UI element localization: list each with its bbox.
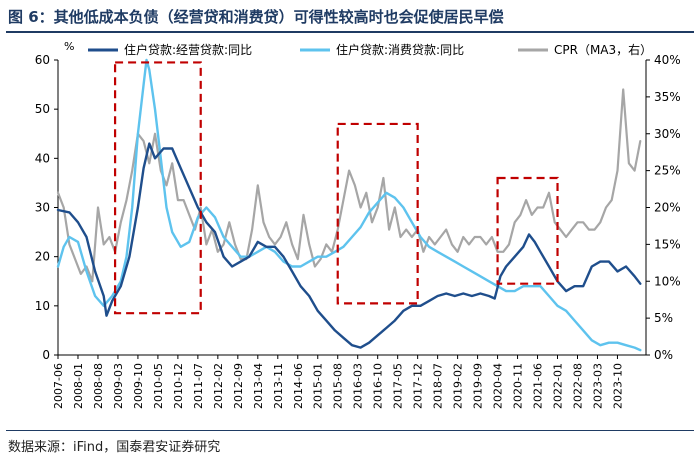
right-tick-label: 15% (654, 237, 681, 251)
x-tick-label: 2010-12 (172, 363, 185, 409)
x-tick-label: 2017-12 (412, 363, 425, 409)
left-tick-label: 60 (35, 53, 50, 67)
consumer-loan-yoy-line (56, 58, 642, 352)
x-tick-label: 2022-01 (552, 363, 565, 409)
right-tick-label: 30% (654, 127, 681, 141)
left-tick-label: 0 (42, 348, 50, 362)
x-tick-label: 2023-03 (591, 363, 604, 409)
x-tick-label: 2013-04 (252, 363, 265, 409)
x-tick-label: 2015-08 (332, 363, 345, 409)
right-tick-label: 5% (654, 311, 673, 325)
x-tick-label: 2023-10 (611, 363, 624, 409)
cpr-ma3-line (56, 88, 642, 283)
business-loan-yoy-line (56, 142, 642, 349)
highlight-box-1 (113, 61, 202, 315)
right-tick-label: 35% (654, 90, 681, 104)
right-tick-label: 40% (654, 53, 681, 67)
x-tick-label: 2012-02 (212, 363, 225, 409)
x-tick-label: 2017-05 (392, 363, 405, 409)
highlight-box-3 (496, 176, 559, 285)
right-tick-label: 20% (654, 201, 681, 215)
x-tick-label: 2019-02 (452, 363, 465, 409)
x-tick-label: 2009-10 (132, 363, 145, 409)
x-tick-label: 2016-10 (372, 363, 385, 409)
source-rule (6, 430, 694, 431)
x-tick-label: 2008-01 (72, 363, 85, 409)
legend-label: 住户贷款:消费贷款:同比 (336, 42, 464, 57)
x-tick-label: 2016-03 (352, 363, 365, 409)
legend-label: CPR（MA3，右） (554, 42, 652, 57)
x-tick-label: 2019-09 (472, 363, 485, 409)
right-tick-label: 25% (654, 164, 681, 178)
x-tick-label: 2012-09 (232, 363, 245, 409)
x-tick-label: 2018-07 (432, 363, 445, 409)
x-tick-label: 2020-04 (492, 363, 505, 409)
right-tick-label: 0% (654, 348, 673, 362)
right-tick-label: 10% (654, 274, 681, 288)
x-tick-label: 2015-01 (312, 363, 325, 409)
chart: 0 10 20 30 40 50 60% 0% 5% 10% 15% 20% 25% 30% 35% 40% 2… (35, 40, 681, 409)
title-rule (6, 31, 694, 33)
figure-title: 图 6：其他低成本负债（经营贷和消费贷）可得性较高时也会促使居民早偿 (8, 8, 504, 26)
data-source: 数据来源：iFind，国泰君安证券研究 (8, 440, 221, 455)
highlight-box-2 (336, 122, 419, 305)
left-tick-label: 50 (35, 102, 50, 116)
left-tick-label: 10 (35, 299, 50, 313)
left-tick-label: 40 (35, 151, 50, 165)
left-tick-label: 30 (35, 201, 50, 215)
x-tick-label: 2022-08 (571, 363, 584, 409)
legend-label: 住户贷款:经营贷款:同比 (124, 42, 252, 57)
x-tick-label: 2010-05 (152, 363, 165, 409)
x-tick-label: 2013-11 (272, 363, 285, 409)
x-tick-label: 2021-06 (532, 363, 545, 409)
x-tick-label: 2014-06 (292, 363, 305, 409)
x-tick-label: 2020-11 (512, 363, 525, 409)
left-axis-unit: % (64, 40, 74, 53)
x-tick-label: 2009-03 (112, 363, 125, 409)
x-tick-label: 2008-08 (92, 363, 105, 409)
x-tick-label: 2007-06 (52, 363, 65, 409)
x-tick-label: 2011-07 (192, 363, 205, 409)
left-tick-label: 20 (35, 250, 50, 264)
